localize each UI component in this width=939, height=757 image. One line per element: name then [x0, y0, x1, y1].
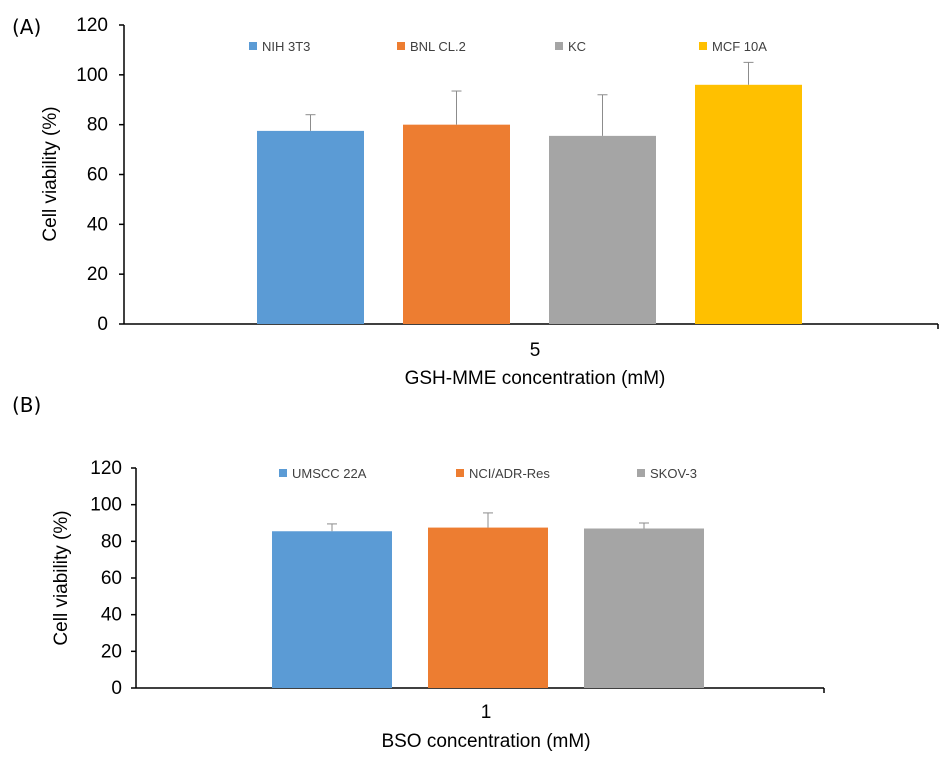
panel-a-error-bar-3	[597, 94, 608, 136]
panel-b-bar-2	[428, 527, 548, 688]
panel-a-error-bar-4	[743, 61, 754, 85]
panel-a-bar-2	[403, 124, 510, 325]
panel-b-bar-1	[272, 531, 392, 688]
panel-a-xlabel: GSH-MME concentration (mM)	[405, 368, 666, 389]
panel-a-y-tick-label: 80	[87, 115, 108, 136]
panel-a-y-tick-label: 60	[87, 165, 108, 186]
panel-a-legend-swatch-3	[555, 42, 563, 50]
panel-a-y-tick-label: 20	[87, 264, 108, 285]
panel-b-error-bar-1	[327, 523, 337, 532]
panel-b-xlabel: BSO concentration (mM)	[381, 731, 590, 752]
panel-a-y-tick-label: 0	[97, 314, 108, 335]
panel-b-bar-3	[584, 528, 704, 688]
panel-b-error-bar-3	[639, 522, 649, 529]
panel-b-y-tick-label: 60	[101, 568, 122, 589]
panel-a-legend-swatch-4	[699, 42, 707, 50]
panel-a-legend-label-4: MCF 10A	[712, 39, 767, 54]
panel-a-legend-label-3: KC	[568, 39, 586, 54]
panel-a-ylabel: Cell viability (%)	[40, 106, 61, 241]
panel-b-y-tick-label: 80	[101, 531, 122, 552]
panel-a-bar-1	[257, 130, 364, 324]
panel-a-legend-swatch-1	[249, 42, 257, 50]
panel-b-y-tick-label: 0	[111, 678, 122, 699]
panel-a-bar-4	[695, 84, 802, 324]
panel-b-legend-label-3: SKOV-3	[650, 466, 697, 481]
panel-a-y-tick-label: 40	[87, 214, 108, 235]
panel-b-ylabel: Cell viability (%)	[51, 510, 72, 645]
panel-a-category-label: 5	[530, 340, 541, 361]
panel-a-plot: 0 20 40 60 80 100 120 NIH 3T3 BNL CL.2 KC MCF 10A	[76, 15, 939, 335]
panel-a-legend-label-2: BNL CL.2	[410, 39, 466, 54]
panel-b-y-tick-label: 120	[90, 458, 122, 479]
panel-b-plot: 0 20 40 60 80 100 120 UMSCC 22A NCI/ADR-Res SKOV-…	[90, 458, 825, 699]
panel-b-y-tick-label: 100	[90, 495, 122, 516]
panel-b-category-label: 1	[481, 702, 492, 723]
panel-b-y-tick-label: 40	[101, 605, 122, 626]
panel-b-legend-swatch-3	[637, 469, 645, 477]
panel-b-legend-label-2: NCI/ADR-Res	[469, 466, 550, 481]
panel-a-y-tick-label: 120	[76, 15, 108, 36]
panel-b-label: (B)	[12, 393, 41, 417]
panel-a-legend-label-1: NIH 3T3	[262, 39, 310, 54]
panel-a-error-bar-2	[451, 90, 462, 125]
panel-a-legend-swatch-2	[397, 42, 405, 50]
panel-b-legend-swatch-2	[456, 469, 464, 477]
panel-b-y-tick-label: 20	[101, 641, 122, 662]
panel-a-y-tick-label: 100	[76, 65, 108, 86]
panel-b-legend-label-1: UMSCC 22A	[292, 466, 367, 481]
panel-b-error-bar-2	[483, 512, 493, 528]
panel-a-bar-3	[549, 135, 656, 324]
panel-a-error-bar-1	[305, 114, 316, 131]
panel-b-legend-swatch-1	[279, 469, 287, 477]
panel-a-label: (A)	[12, 15, 41, 39]
